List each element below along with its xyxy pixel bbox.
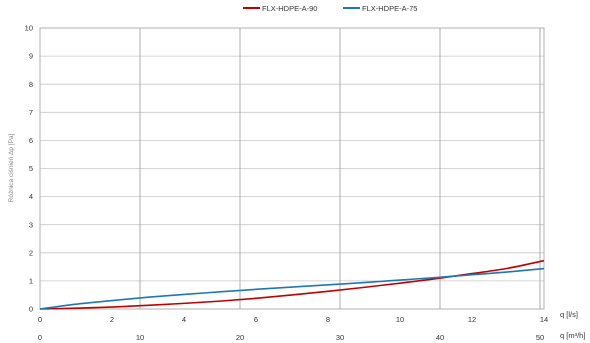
legend: FLX-HDPE-A-90 FLX-HDPE-A-75 [243,4,417,13]
series-line-flx-hdpe-a-75 [39,267,545,310]
x-tick-label-primary: 0 [38,315,42,324]
x-tick-label-secondary: 30 [336,333,344,342]
y-tick-label: 3 [29,220,33,229]
y-tick-label: 10 [25,24,33,33]
x-tick-label-secondary: 20 [236,333,244,342]
x-tick-label-secondary: 50 [536,333,544,342]
legend-label-flx-hdpe-a-90: FLX-HDPE-A-90 [262,4,317,13]
y-tick-label: 6 [29,136,33,145]
y-tick-labels: 0 1 2 3 4 5 6 7 8 9 10 [25,24,33,314]
y-axis-label: Różnica ciśnień Δp [Pa] [8,133,15,202]
y-tick-label: 9 [29,52,33,61]
x-tick-label-primary: 4 [182,315,186,324]
x-tick-labels-secondary: 0 10 20 30 40 50 [38,333,544,342]
x-tick-label-secondary: 40 [436,333,444,342]
series-group [39,259,545,310]
x-tick-label-primary: 6 [254,315,258,324]
y-tick-label: 1 [29,277,33,286]
x-tick-label-primary: 8 [326,315,330,324]
x-tick-label-secondary: 0 [38,333,42,342]
plot-frame [39,27,545,310]
x-tick-labels-primary: 0 2 4 6 8 10 12 14 [38,315,548,324]
y-tick-label: 5 [29,164,33,173]
y-tick-label: 4 [29,192,33,201]
legend-label-flx-hdpe-a-75: FLX-HDPE-A-75 [362,4,417,13]
x-axis-label-secondary: q [m³/h] [560,331,585,340]
x-tick-label-primary: 2 [110,315,114,324]
y-tick-label: 7 [29,108,33,117]
y-tick-label: 2 [29,248,33,257]
x-tick-label-primary: 12 [468,315,476,324]
x-tick-label-secondary: 10 [136,333,144,342]
x-tick-label-primary: 10 [396,315,404,324]
y-tick-label: 0 [29,305,33,314]
y-tick-label: 8 [29,80,33,89]
x-axis-label-primary: q [l/s] [560,310,578,319]
x-tick-label-primary: 14 [540,315,548,324]
